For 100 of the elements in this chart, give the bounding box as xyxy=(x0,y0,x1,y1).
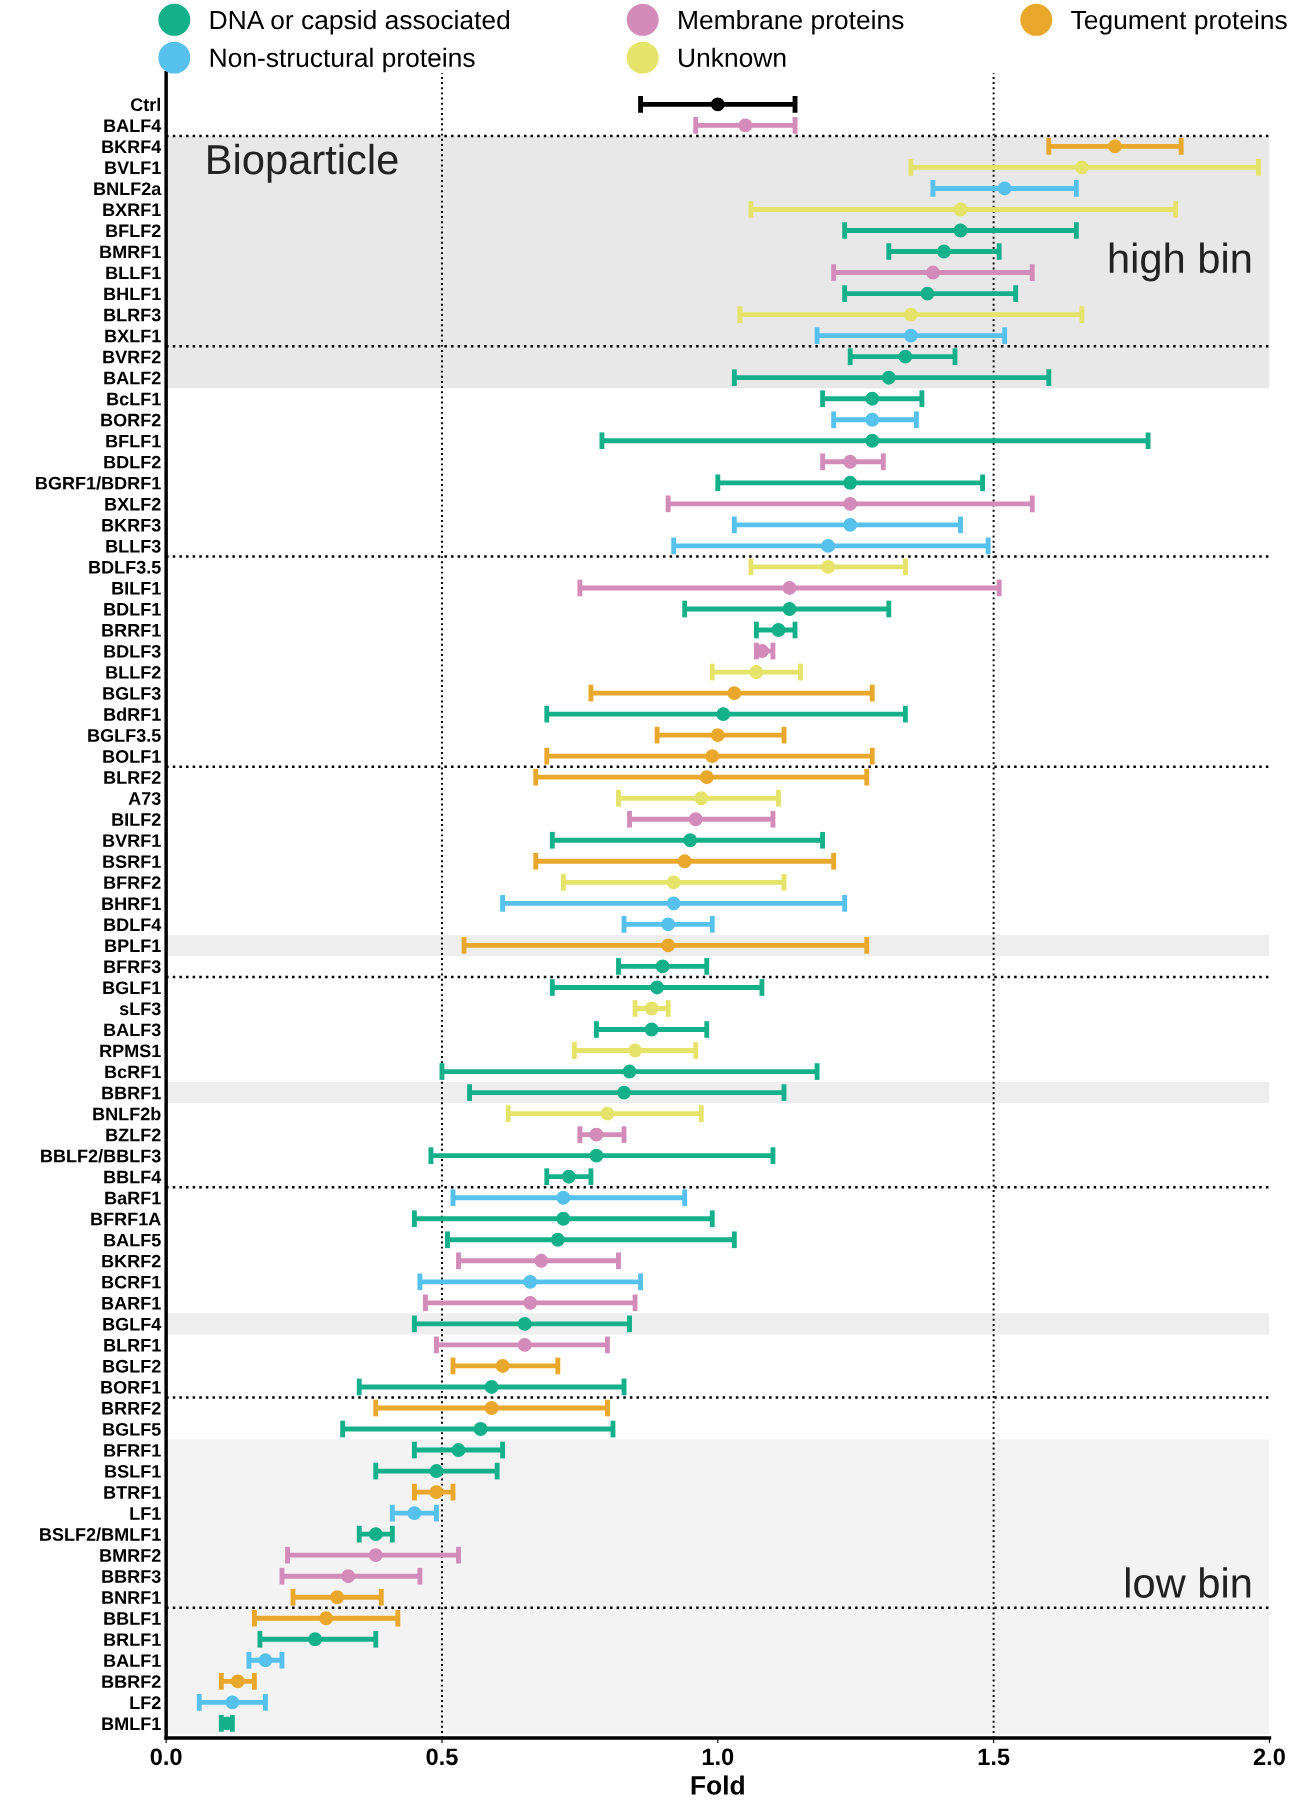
y-tick-label: BLLF2 xyxy=(106,665,161,679)
y-tick-label: BGLF5 xyxy=(103,1422,161,1436)
legend-label: Membrane proteins xyxy=(679,9,904,35)
y-tick-label: BHLF1 xyxy=(104,287,161,301)
point xyxy=(683,833,698,848)
point xyxy=(561,1169,576,1184)
point xyxy=(650,980,665,995)
y-tick-label: BcLF1 xyxy=(107,392,161,406)
point xyxy=(1074,160,1089,175)
y-tick-label: BALF3 xyxy=(104,1023,161,1037)
y-tick-label: BFRF2 xyxy=(104,876,161,889)
point xyxy=(925,265,940,280)
y-tick-label: BNRF1 xyxy=(102,1591,161,1604)
y-tick-label: BRRF2 xyxy=(102,1401,161,1415)
y-tick-label: BBLF2/BBLF3 xyxy=(41,1149,161,1163)
y-tick-label: BGLF1 xyxy=(103,981,161,995)
point xyxy=(903,328,918,343)
point xyxy=(368,1548,383,1563)
point xyxy=(710,97,725,112)
point xyxy=(517,1337,532,1352)
point xyxy=(600,1106,615,1121)
point xyxy=(865,391,880,406)
y-tick-label: BXLF1 xyxy=(105,329,161,343)
point xyxy=(782,581,797,595)
y-tick-label: BILF1 xyxy=(112,582,161,595)
point xyxy=(694,791,709,806)
legend-label: Non-structural proteins xyxy=(210,47,475,73)
point xyxy=(821,538,836,553)
y-tick-label: BFLF1 xyxy=(106,434,161,448)
point xyxy=(589,1127,604,1142)
y-tick-label: BBRF3 xyxy=(102,1570,161,1583)
y-tick-label: BHRF1 xyxy=(102,897,161,910)
point xyxy=(771,623,786,637)
y-tick-label: BBLF1 xyxy=(104,1612,161,1625)
point xyxy=(749,665,764,680)
point xyxy=(1108,139,1122,154)
y-tick-label: BFRF1 xyxy=(104,1444,161,1457)
y-tick-label: LF1 xyxy=(130,1507,161,1520)
y-tick-label: BTRF1 xyxy=(104,1486,161,1499)
y-tick-label: BCRF1 xyxy=(102,1275,161,1289)
y-tick-label: BVRF1 xyxy=(103,834,161,847)
y-tick-label: BALF4 xyxy=(104,119,162,132)
x-tick-label: 0.5 xyxy=(426,1748,458,1766)
point xyxy=(953,202,968,217)
y-tick-label: BRRF1 xyxy=(102,624,161,637)
point xyxy=(341,1569,356,1584)
legend-label: DNA or capsid associated xyxy=(210,9,510,35)
y-tick-label: BILF2 xyxy=(112,813,161,826)
point xyxy=(534,1253,549,1268)
point xyxy=(843,496,858,511)
y-tick-label: LF2 xyxy=(130,1696,161,1709)
point xyxy=(308,1632,323,1647)
point xyxy=(617,1085,631,1100)
point xyxy=(997,181,1012,196)
y-tick-label: Ctrl xyxy=(130,97,160,112)
y-tick-label: BORF1 xyxy=(101,1380,161,1394)
point xyxy=(622,1064,637,1079)
point xyxy=(881,370,896,385)
y-tick-label: BVRF2 xyxy=(103,350,161,364)
point xyxy=(865,433,880,448)
point xyxy=(865,412,880,427)
point xyxy=(225,1695,240,1710)
y-tick-label: BVLF1 xyxy=(105,161,161,174)
point xyxy=(429,1464,444,1479)
point xyxy=(368,1527,383,1542)
point xyxy=(705,749,720,764)
legend-label: Tegument proteins xyxy=(1071,9,1287,35)
x-tick-label: 1.5 xyxy=(978,1748,1010,1766)
y-tick-label: BARF1 xyxy=(102,1296,161,1310)
y-tick-label: BFRF1A xyxy=(91,1212,161,1226)
y-tick-label: BMLF1 xyxy=(102,1717,161,1730)
point xyxy=(782,602,797,616)
point xyxy=(230,1674,245,1689)
x-tick-label: 2.0 xyxy=(1253,1748,1285,1766)
y-tick-label: BGLF4 xyxy=(103,1317,162,1331)
x-axis-title: Fold xyxy=(691,1775,744,1795)
point xyxy=(661,917,676,932)
y-tick-label: BBRF1 xyxy=(102,1086,161,1100)
point xyxy=(628,1043,642,1058)
y-tick-label: BALF5 xyxy=(104,1233,161,1247)
y-tick-label: BLRF3 xyxy=(104,308,161,322)
y-tick-label: BLLF1 xyxy=(106,266,161,280)
y-tick-label: BORF2 xyxy=(101,413,161,427)
y-tick-label: BALF1 xyxy=(104,1654,161,1667)
y-tick-label: BXRF1 xyxy=(103,203,161,217)
y-tick-label: BGLF2 xyxy=(103,1359,161,1373)
point xyxy=(843,517,858,532)
y-tick-label: BGLF3 xyxy=(103,687,161,700)
y-tick-label: sLF3 xyxy=(119,1002,161,1016)
point xyxy=(495,1358,510,1373)
point xyxy=(666,875,681,890)
point xyxy=(429,1485,444,1500)
y-tick-label: BDLF1 xyxy=(104,603,161,616)
y-tick-label: BdRF1 xyxy=(104,707,161,721)
y-tick-label: BZLF2 xyxy=(106,1128,161,1142)
point xyxy=(330,1590,345,1605)
y-tick-label: BGLF3.5 xyxy=(88,729,161,742)
point xyxy=(484,1401,499,1415)
y-tick-label: BDLF2 xyxy=(104,455,161,469)
point xyxy=(644,1001,659,1016)
